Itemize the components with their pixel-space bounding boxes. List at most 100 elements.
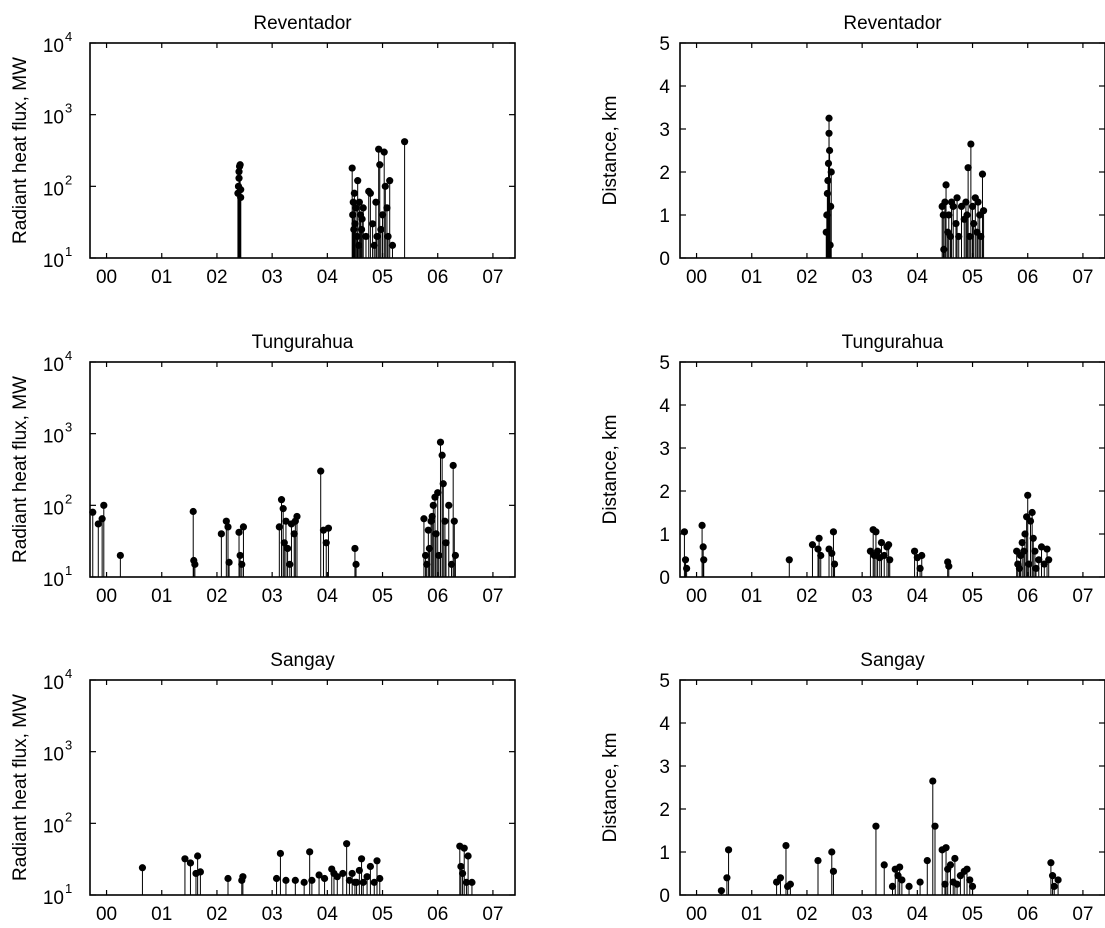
x-tick-label: 05	[962, 586, 983, 607]
data-point	[817, 551, 825, 560]
data-point	[970, 220, 978, 228]
data-point	[953, 880, 961, 888]
data-point	[699, 543, 707, 551]
data-point	[978, 170, 987, 178]
y-tick-label: 0	[659, 886, 670, 907]
y-tick-label: 0	[659, 249, 670, 270]
axes-frame	[89, 679, 516, 896]
data-point	[317, 467, 325, 475]
data-point	[181, 855, 189, 863]
panel-title: Sangay	[860, 650, 925, 671]
data-point	[910, 547, 919, 555]
x-tick-label: 05	[372, 267, 393, 288]
y-tick-label-exponent: 2	[65, 491, 72, 506]
y-axis-label: Distance, km	[600, 96, 621, 206]
x-tick-label: 03	[262, 586, 283, 607]
data-point	[373, 857, 381, 865]
data-point	[680, 528, 689, 536]
data-point	[681, 556, 690, 564]
data-point	[358, 215, 366, 223]
data-point	[449, 461, 457, 470]
y-tick-label: 10	[43, 108, 64, 129]
y-tick-label: 4	[659, 714, 670, 735]
data-point	[370, 878, 378, 886]
data-point	[951, 854, 959, 863]
x-tick-label: 04	[317, 586, 339, 607]
data-point	[333, 873, 341, 881]
x-tick-label: 04	[907, 904, 929, 925]
x-tick-label: 02	[796, 586, 817, 607]
axes-frame	[679, 42, 1105, 259]
data-point	[1029, 534, 1037, 542]
data-point	[885, 541, 893, 549]
data-point	[235, 528, 243, 536]
data-point	[194, 852, 202, 860]
data-point	[966, 232, 974, 241]
y-tick-label: 3	[659, 120, 670, 141]
y-tick-label-exponent: 2	[65, 172, 72, 187]
panel-title: Tungurahua	[842, 332, 944, 353]
data-point	[450, 517, 458, 525]
x-tick-label: 02	[796, 904, 817, 925]
y-tick-label: 5	[659, 34, 670, 55]
data-point	[224, 523, 232, 531]
data-point	[698, 521, 706, 530]
data-point	[372, 198, 380, 206]
data-point	[354, 177, 362, 185]
data-point	[293, 512, 301, 521]
data-point	[1047, 859, 1055, 867]
x-tick-label: 07	[1072, 586, 1093, 607]
x-tick-label: 03	[852, 904, 873, 925]
data-point	[308, 876, 316, 884]
data-point	[222, 517, 230, 525]
data-point	[824, 177, 832, 185]
x-tick-label: 00	[686, 586, 707, 607]
data-point	[1026, 517, 1035, 525]
data-point	[896, 863, 904, 871]
data-point	[888, 882, 897, 891]
x-tick-label: 05	[372, 904, 393, 925]
data-point	[239, 873, 247, 881]
y-tick-label: 10	[43, 179, 64, 200]
data-point	[237, 186, 245, 194]
data-point	[953, 194, 961, 202]
data-point	[880, 551, 888, 560]
data-point	[968, 202, 977, 210]
data-point	[376, 161, 384, 169]
x-tick-label: 02	[206, 586, 227, 607]
data-point	[458, 869, 467, 878]
y-tick-label: 3	[659, 757, 670, 778]
data-point	[829, 528, 838, 536]
data-point	[362, 232, 370, 241]
data-point	[1043, 545, 1051, 553]
axes-frame	[679, 361, 1105, 578]
x-tick-label: 07	[1072, 267, 1093, 288]
data-point	[94, 520, 102, 528]
x-tick-label: 04	[317, 904, 339, 925]
data-point	[238, 560, 246, 568]
y-tick-label-exponent: 1	[65, 244, 72, 259]
data-point	[873, 547, 882, 555]
x-tick-label: 00	[686, 267, 707, 288]
x-tick-label: 06	[1017, 267, 1038, 288]
data-point	[828, 848, 836, 856]
data-point	[825, 146, 834, 155]
data-point	[283, 544, 292, 553]
data-point	[435, 551, 443, 560]
data-point	[955, 232, 963, 241]
data-point	[457, 862, 465, 871]
data-point	[217, 530, 225, 538]
y-tick-label: 2	[659, 482, 670, 503]
x-tick-label: 02	[206, 267, 227, 288]
data-point	[1050, 882, 1058, 891]
y-tick-label: 4	[659, 396, 670, 417]
x-tick-label: 05	[962, 904, 983, 925]
data-point	[974, 198, 982, 206]
x-tick-label: 06	[1017, 586, 1038, 607]
data-point	[401, 138, 409, 146]
data-point	[880, 861, 888, 869]
y-tick-label-exponent: 4	[65, 666, 72, 681]
